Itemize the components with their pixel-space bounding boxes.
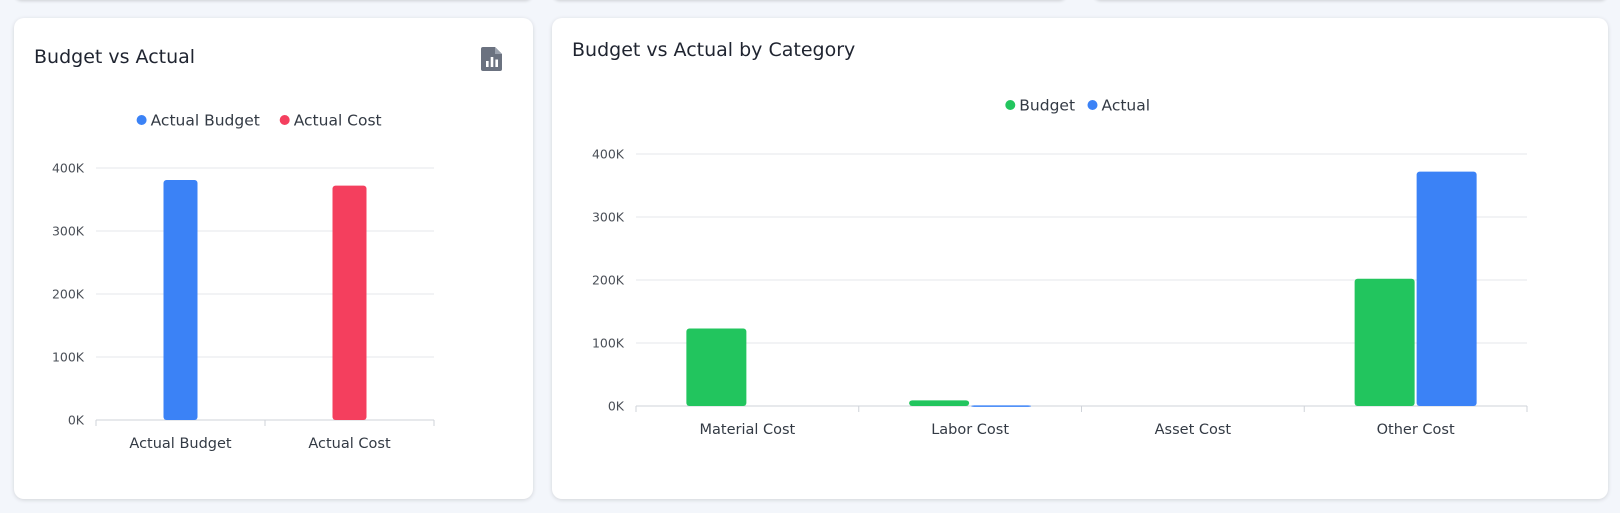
- bar-labor-cost-actual: [971, 405, 1032, 407]
- bar-material-cost-budget: [686, 328, 747, 406]
- legend-marker-budget: [1005, 100, 1016, 110]
- budget-vs-actual-card: Budget vs Actual Actual Budget Actual Cos…: [14, 18, 533, 499]
- bar-other-cost-budget: [1354, 278, 1415, 406]
- budget-vs-actual-by-category-chart: Budget Actual 0K 100K 200K 300K 400K Material C…: [592, 97, 1528, 438]
- y-tick-label-300k: 300K: [592, 210, 625, 225]
- bar-actual-cost: [332, 185, 367, 420]
- legend-label-actual-budget: Actual Budget: [151, 112, 260, 130]
- y-tick-label-100k: 100K: [592, 336, 625, 351]
- x-tick-label-other-cost: Other Cost: [1377, 422, 1455, 438]
- legend-marker-actual-cost: [279, 115, 290, 125]
- y-tick-label-0k: 0K: [68, 413, 85, 428]
- x-tick-label-actual-cost: Actual Cost: [308, 436, 391, 452]
- x-tick-label-asset-cost: Asset Cost: [1155, 422, 1232, 438]
- y-tick-label-0k: 0K: [608, 399, 625, 414]
- report-chart-icon[interactable]: [480, 46, 504, 72]
- legend-marker-actual-budget: [136, 115, 147, 125]
- bar-other-cost-actual: [1416, 171, 1477, 406]
- y-tick-label-100k: 100K: [52, 350, 85, 365]
- bar-labor-cost-budget: [909, 400, 970, 406]
- budget-vs-actual-title: Budget vs Actual: [34, 46, 196, 68]
- x-tick-label-actual-budget: Actual Budget: [129, 436, 232, 452]
- y-tick-label-200k: 200K: [592, 273, 625, 288]
- legend-label-budget: Budget: [1019, 97, 1075, 115]
- legend-label-actual-cost: Actual Cost: [294, 112, 382, 130]
- y-tick-label-200k: 200K: [52, 287, 85, 302]
- x-tick-label-material-cost: Material Cost: [699, 422, 795, 438]
- budget-vs-actual-chart: Actual Budget Actual Cost 0K 100K 200K 300K 40…: [52, 112, 435, 452]
- x-tick-label-labor-cost: Labor Cost: [931, 422, 1009, 438]
- y-tick-label-300k: 300K: [52, 224, 85, 239]
- budget-vs-actual-by-category-title: Budget vs Actual by Category: [572, 39, 856, 61]
- budget-vs-actual-by-category-card: Budget vs Actual by Category Budget Actua…: [552, 18, 1608, 499]
- y-tick-label-400k: 400K: [592, 147, 625, 162]
- legend-label-actual: Actual: [1102, 97, 1151, 115]
- y-tick-label-400k: 400K: [52, 161, 85, 176]
- legend-marker-actual: [1087, 100, 1098, 110]
- bar-actual-budget: [163, 179, 198, 420]
